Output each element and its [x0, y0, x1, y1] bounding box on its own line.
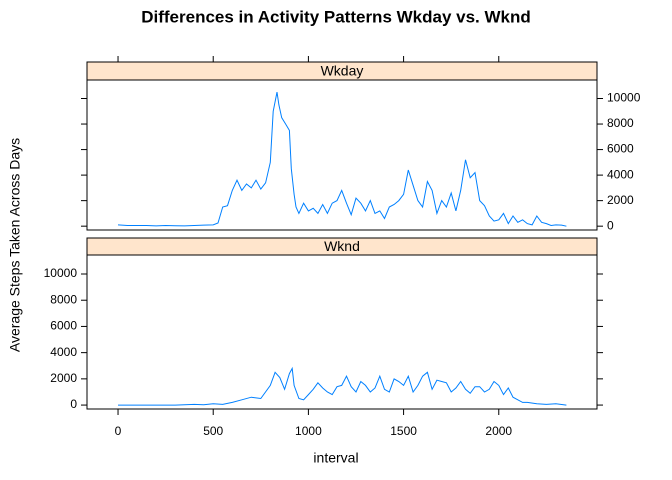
y-tick-label: 10000 — [607, 91, 641, 105]
line — [117, 92, 567, 227]
y-tick-label: 6000 — [607, 142, 634, 156]
strip-label: Wknd — [324, 238, 360, 254]
y-tick-label: 2000 — [50, 371, 77, 385]
x-tick-label: 2000 — [485, 424, 512, 438]
chart-title: Differences in Activity Patterns Wkday v… — [141, 7, 531, 26]
y-tick-label: 0 — [607, 218, 614, 232]
panel-box — [86, 79, 598, 231]
y-tick-label: 8000 — [50, 292, 77, 306]
panel-box — [86, 254, 598, 410]
line — [118, 366, 567, 406]
y-tick-label: 6000 — [50, 319, 77, 333]
y-tick-label: 8000 — [607, 116, 634, 130]
y-tick-label: 10000 — [44, 266, 78, 280]
y-tick-label: 0 — [70, 397, 77, 411]
x-tick-label: 0 — [115, 424, 122, 438]
x-tick-label: 1000 — [295, 424, 322, 438]
y-tick-label: 4000 — [607, 167, 634, 181]
x-tick-label: 1500 — [390, 424, 417, 438]
x-axis-label: interval — [313, 450, 358, 466]
x-tick-label: 500 — [203, 424, 223, 438]
y-tick-label: 4000 — [50, 345, 77, 359]
strip-label: Wkday — [321, 63, 364, 79]
y-axis-label: Average Steps Taken Across Days — [7, 138, 23, 352]
y-tick-label: 2000 — [607, 193, 634, 207]
